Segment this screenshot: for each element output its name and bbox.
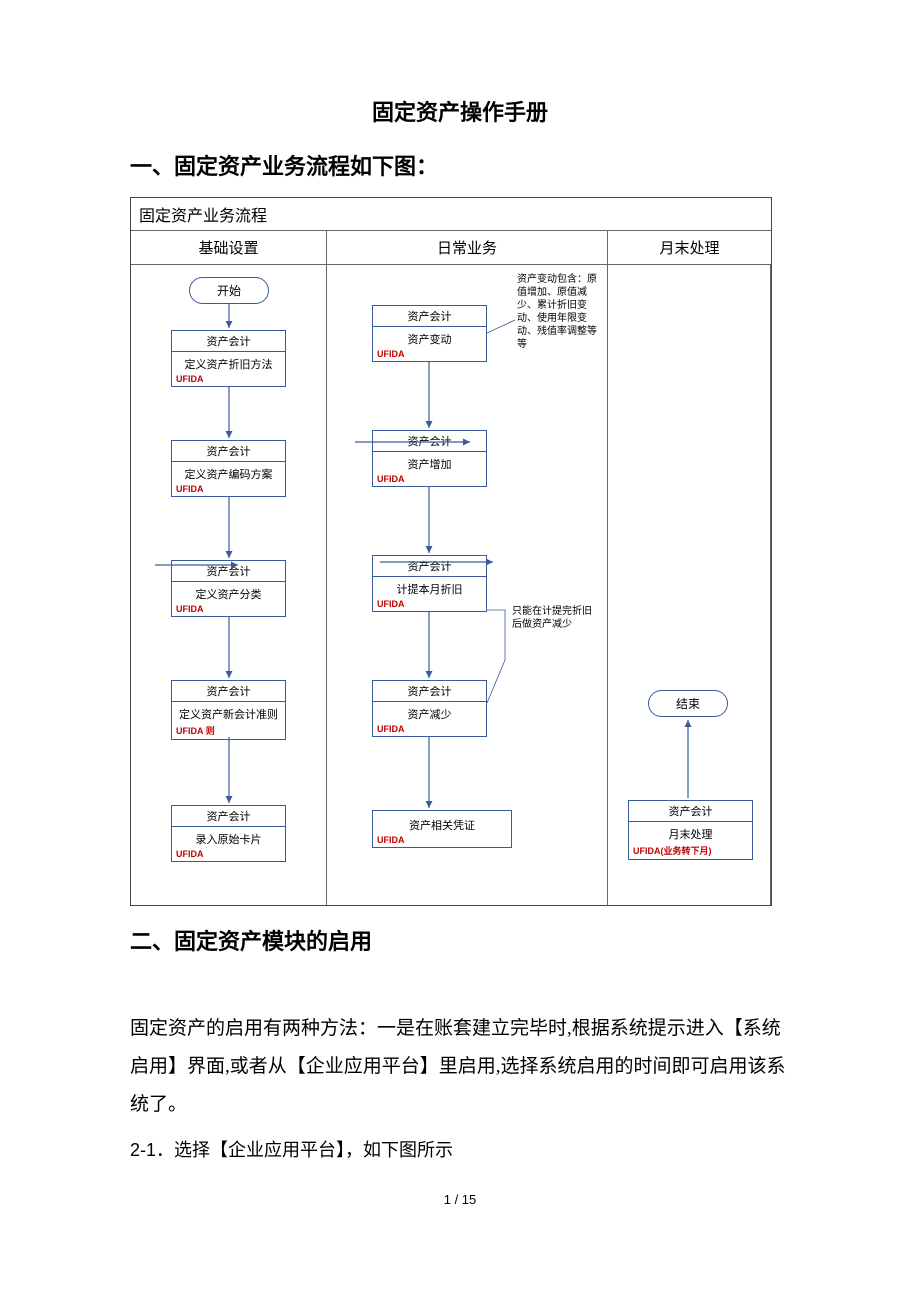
node-role: 资产会计 bbox=[629, 801, 752, 822]
node-role: 资产会计 bbox=[373, 681, 486, 702]
brand-text: UFIDA bbox=[172, 484, 285, 496]
node-role: 资产会计 bbox=[373, 431, 486, 452]
node-asset-add: 资产会计 资产增加 UFIDA bbox=[372, 430, 487, 487]
node-role: 资产会计 bbox=[373, 556, 486, 577]
column-header-daily: 日常业务 bbox=[327, 231, 608, 264]
node-label: 资产增加 bbox=[373, 452, 486, 474]
flowchart-header: 基础设置 日常业务 月末处理 bbox=[131, 231, 771, 265]
brand-text: UFIDA bbox=[373, 724, 486, 736]
node-label: 定义资产新会计准则 bbox=[172, 702, 285, 724]
node-label: 资产变动 bbox=[373, 327, 486, 349]
page-number: 1 / 15 bbox=[130, 1192, 790, 1207]
node-role: 资产会计 bbox=[373, 306, 486, 327]
flowchart: 固定资产业务流程 基础设置 日常业务 月末处理 开始 资产会计 定义资产折旧方法… bbox=[130, 197, 772, 906]
brand-text: UFIDA bbox=[172, 604, 285, 616]
node-depreciation: 资产会计 定义资产折旧方法 UFIDA bbox=[171, 330, 286, 387]
column-header-monthend: 月末处理 bbox=[608, 231, 771, 264]
section-2-heading: 二、固定资产模块的启用 bbox=[130, 924, 790, 956]
brand-text: UFIDA bbox=[172, 374, 285, 386]
node-label: 资产减少 bbox=[373, 702, 486, 724]
start-node: 开始 bbox=[189, 277, 269, 304]
node-label: 定义资产折旧方法 bbox=[172, 352, 285, 374]
node-label: 月末处理 bbox=[629, 822, 752, 844]
document-title: 固定资产操作手册 bbox=[130, 95, 790, 127]
node-asset-reduce: 资产会计 资产减少 UFIDA bbox=[372, 680, 487, 737]
brand-text: UFIDA 则 bbox=[172, 724, 285, 739]
paragraph-1: 固定资产的启用有两种方法：一是在账套建立完毕时,根据系统提示进入【系统启用】界面… bbox=[130, 1010, 790, 1124]
node-monthend: 资产会计 月末处理 UFIDA(业务转下月) bbox=[628, 800, 753, 860]
brand-text: UFIDA bbox=[172, 849, 285, 861]
flowchart-title: 固定资产业务流程 bbox=[131, 198, 771, 231]
brand-text: UFIDA bbox=[373, 599, 486, 611]
node-label: 定义资产分类 bbox=[172, 582, 285, 604]
node-label: 计提本月折旧 bbox=[373, 577, 486, 599]
step-2-1: 2-1．选择【企业应用平台】，如下图所示 bbox=[130, 1132, 790, 1168]
section-1-heading: 一、固定资产业务流程如下图： bbox=[130, 149, 790, 181]
node-asset-change: 资产会计 资产变动 UFIDA bbox=[372, 305, 487, 362]
brand-text: UFIDA bbox=[373, 474, 486, 486]
node-role: 资产会计 bbox=[172, 806, 285, 827]
lane-daily: 资产会计 资产变动 UFIDA 资产变动包含：原值增加、原值减少、累计折旧变动、… bbox=[327, 265, 608, 905]
lane-basic: 开始 资产会计 定义资产折旧方法 UFIDA 资产会计 定义资产编码方案 UFI… bbox=[131, 265, 327, 905]
node-accounting-rule: 资产会计 定义资产新会计准则 UFIDA 则 bbox=[171, 680, 286, 740]
lane-monthend: 结束 资产会计 月末处理 UFIDA(业务转下月) bbox=[608, 265, 771, 905]
node-coding: 资产会计 定义资产编码方案 UFIDA bbox=[171, 440, 286, 497]
note-after-depr: 只能在计提完折旧后做资产减少 bbox=[512, 605, 594, 631]
node-role: 资产会计 bbox=[172, 561, 285, 582]
node-role: 资产会计 bbox=[172, 441, 285, 462]
node-label: 资产相关凭证 bbox=[373, 811, 511, 835]
flowchart-body: 开始 资产会计 定义资产折旧方法 UFIDA 资产会计 定义资产编码方案 UFI… bbox=[131, 265, 771, 905]
note-asset-change: 资产变动包含：原值增加、原值减少、累计折旧变动、使用年限变动、残值率调整等等 bbox=[517, 273, 599, 351]
node-label: 定义资产编码方案 bbox=[172, 462, 285, 484]
node-role: 资产会计 bbox=[172, 331, 285, 352]
node-original-card: 资产会计 录入原始卡片 UFIDA bbox=[171, 805, 286, 862]
brand-text: UFIDA bbox=[373, 349, 486, 361]
node-voucher: 资产相关凭证 UFIDA bbox=[372, 810, 512, 848]
node-label: 录入原始卡片 bbox=[172, 827, 285, 849]
node-depreciation-calc: 资产会计 计提本月折旧 UFIDA bbox=[372, 555, 487, 612]
brand-text: UFIDA(业务转下月) bbox=[629, 844, 752, 859]
end-node: 结束 bbox=[648, 690, 728, 717]
node-classify: 资产会计 定义资产分类 UFIDA bbox=[171, 560, 286, 617]
brand-text: UFIDA bbox=[373, 835, 511, 847]
column-header-basic: 基础设置 bbox=[131, 231, 327, 264]
node-role: 资产会计 bbox=[172, 681, 285, 702]
